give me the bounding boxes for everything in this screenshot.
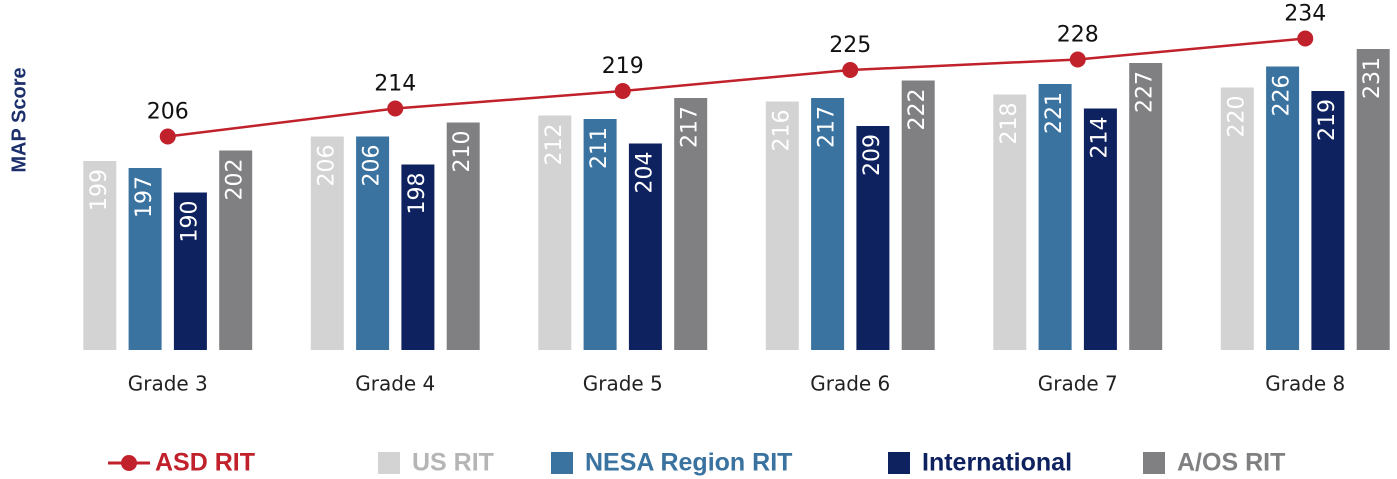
data-label: 199: [87, 169, 112, 211]
legend-label: US RIT: [412, 449, 494, 477]
data-label: 219: [602, 54, 644, 79]
bar: [83, 161, 117, 350]
data-label: 218: [997, 103, 1022, 145]
data-label: 214: [1087, 117, 1112, 159]
data-label: 225: [829, 33, 871, 58]
line: [167, 37, 1306, 138]
data-label: 219: [1315, 99, 1340, 141]
bar: [674, 98, 708, 350]
data-label: 206: [147, 100, 189, 125]
bar: [1038, 84, 1072, 350]
data-label: 212: [542, 124, 567, 166]
bar: [628, 143, 662, 350]
legend-marker: [121, 455, 137, 471]
data-label: 206: [360, 145, 385, 187]
bar: [1129, 63, 1163, 350]
x-tick-label: Grade 5: [583, 372, 663, 396]
bar: [901, 80, 935, 350]
line-point: [1069, 51, 1086, 68]
line-point: [159, 128, 176, 145]
data-label: 211: [587, 127, 612, 169]
x-tick-label: Grade 8: [1265, 372, 1345, 396]
y-axis-label: MAP Score: [8, 67, 30, 172]
data-label: 222: [905, 89, 930, 131]
line-point: [614, 83, 631, 99]
line-point: [1297, 30, 1314, 47]
bar: [401, 164, 435, 350]
bar: [1266, 66, 1300, 350]
data-label: 227: [1133, 71, 1158, 113]
bar: [310, 136, 344, 350]
x-tick-label: Grade 6: [810, 372, 890, 396]
data-label: 234: [1284, 2, 1326, 27]
bar: [1311, 91, 1345, 350]
data-label: 217: [815, 106, 840, 148]
data-label: 216: [769, 110, 794, 152]
data-label: 197: [132, 176, 157, 218]
x-tick-label: Grade 4: [355, 372, 435, 396]
data-label: 204: [632, 152, 657, 194]
legend-label: International: [922, 449, 1072, 477]
x-tick-label: Grade 7: [1038, 372, 1118, 396]
legend-swatch: [888, 452, 910, 474]
line-point: [842, 62, 859, 78]
data-label: 209: [860, 134, 885, 176]
bar: [856, 126, 890, 350]
bar: [538, 115, 572, 350]
legend-label: A/OS RIT: [1177, 449, 1285, 477]
x-tick-label: Grade 3: [128, 372, 208, 396]
bar: [219, 150, 253, 350]
data-label: 231: [1360, 57, 1385, 99]
data-label: 214: [374, 72, 416, 97]
data-label: 190: [177, 201, 202, 243]
data-label: 228: [1057, 23, 1099, 48]
bar: [446, 122, 480, 350]
data-label: 198: [405, 173, 430, 215]
legend-label: NESA Region RIT: [585, 449, 792, 477]
legend-swatch: [551, 452, 573, 474]
line-point: [387, 100, 404, 117]
bar: [993, 94, 1027, 350]
data-label: 217: [678, 106, 703, 148]
data-label: 202: [223, 159, 248, 201]
bar: [1083, 108, 1117, 350]
bar: [811, 98, 845, 350]
data-label: 220: [1224, 96, 1249, 138]
legend-swatch: [1143, 452, 1165, 474]
data-label: 210: [450, 131, 475, 173]
bar: [1356, 49, 1390, 350]
data-label: 221: [1042, 92, 1067, 134]
legend-swatch: [378, 452, 400, 474]
data-label: 206: [314, 145, 339, 187]
bar: [173, 192, 207, 350]
bar: [356, 136, 390, 350]
legend-label: ASD RIT: [155, 449, 255, 477]
bar: [128, 168, 162, 350]
bar: [583, 119, 617, 350]
data-label: 226: [1270, 75, 1295, 117]
bar: [765, 101, 799, 350]
bar: [1220, 87, 1254, 350]
